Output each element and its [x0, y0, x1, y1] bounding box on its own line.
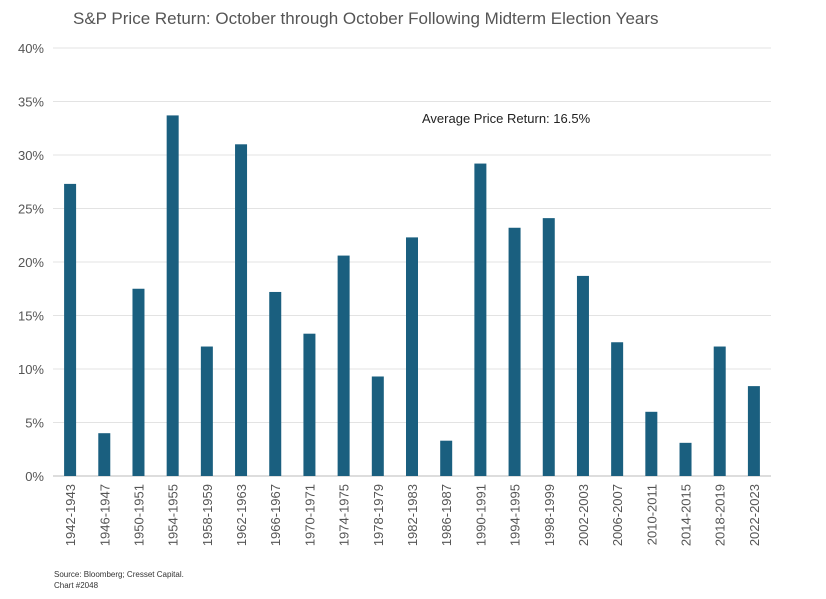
- bar: [269, 291, 282, 476]
- y-tick-label: 5%: [25, 416, 44, 431]
- bar: [576, 275, 589, 476]
- x-tick-label: 1994-1995: [508, 484, 523, 546]
- x-tick-label: 1974-1975: [337, 484, 352, 546]
- bar: [747, 386, 760, 476]
- bar: [132, 288, 145, 476]
- bar: [508, 227, 521, 476]
- x-tick-label: 1962-1963: [234, 484, 249, 546]
- x-tick-label: 1982-1983: [405, 484, 420, 546]
- y-tick-label: 10%: [18, 362, 44, 377]
- y-tick-label: 20%: [18, 255, 44, 270]
- y-tick-label: 40%: [18, 41, 44, 56]
- x-tick-label: 1998-1999: [542, 484, 557, 546]
- bar: [679, 442, 692, 476]
- source-note: Source: Bloomberg; Cresset Capital. Chart…: [54, 569, 184, 591]
- x-tick-label: 2002-2003: [576, 484, 591, 546]
- bar: [64, 183, 77, 476]
- x-tick-label: 2010-2011: [644, 484, 659, 545]
- x-tick-label: 1990-1991: [473, 484, 488, 546]
- bar: [645, 411, 658, 476]
- bar: [542, 218, 555, 476]
- x-tick-label: 1954-1955: [166, 484, 181, 546]
- bar: [166, 115, 179, 476]
- bar: [611, 342, 624, 476]
- chart-id: Chart #2048: [54, 581, 99, 590]
- bar: [713, 346, 726, 476]
- chart-title: S&P Price Return: October through Octobe…: [73, 9, 659, 28]
- x-tick-label: 2014-2015: [679, 484, 694, 546]
- x-tick-label: 1966-1967: [268, 484, 283, 546]
- y-tick-label: 35%: [18, 95, 44, 110]
- bar: [371, 376, 384, 476]
- x-tick-label: 1958-1959: [200, 484, 215, 546]
- y-tick-label: 0%: [25, 469, 44, 484]
- source-text: Source: Bloomberg; Cresset Capital.: [54, 570, 184, 579]
- y-tick-label: 30%: [18, 148, 44, 163]
- x-tick-label: 1970-1971: [302, 484, 317, 546]
- x-tick-label: 2018-2019: [713, 484, 728, 546]
- x-tick-label: 2006-2007: [610, 484, 625, 546]
- x-tick-label: 1986-1987: [439, 484, 454, 546]
- bar: [440, 440, 453, 476]
- x-tick-label: 2022-2023: [747, 484, 762, 546]
- bar: [98, 433, 111, 476]
- average-annotation: Average Price Return: 16.5%: [422, 111, 591, 126]
- y-tick-label: 15%: [18, 309, 44, 324]
- x-tick-label: 1978-1979: [371, 484, 386, 546]
- y-tick-label: 25%: [18, 202, 44, 217]
- bar: [406, 237, 418, 476]
- x-tick-label: 1946-1947: [97, 484, 112, 546]
- x-tick-label: 1942-1943: [63, 484, 78, 546]
- bar: [200, 346, 213, 476]
- bar: [474, 163, 487, 476]
- x-tick-label: 1950-1951: [131, 484, 146, 546]
- bar: [303, 333, 316, 476]
- bar: [235, 144, 248, 477]
- bar: [337, 255, 350, 476]
